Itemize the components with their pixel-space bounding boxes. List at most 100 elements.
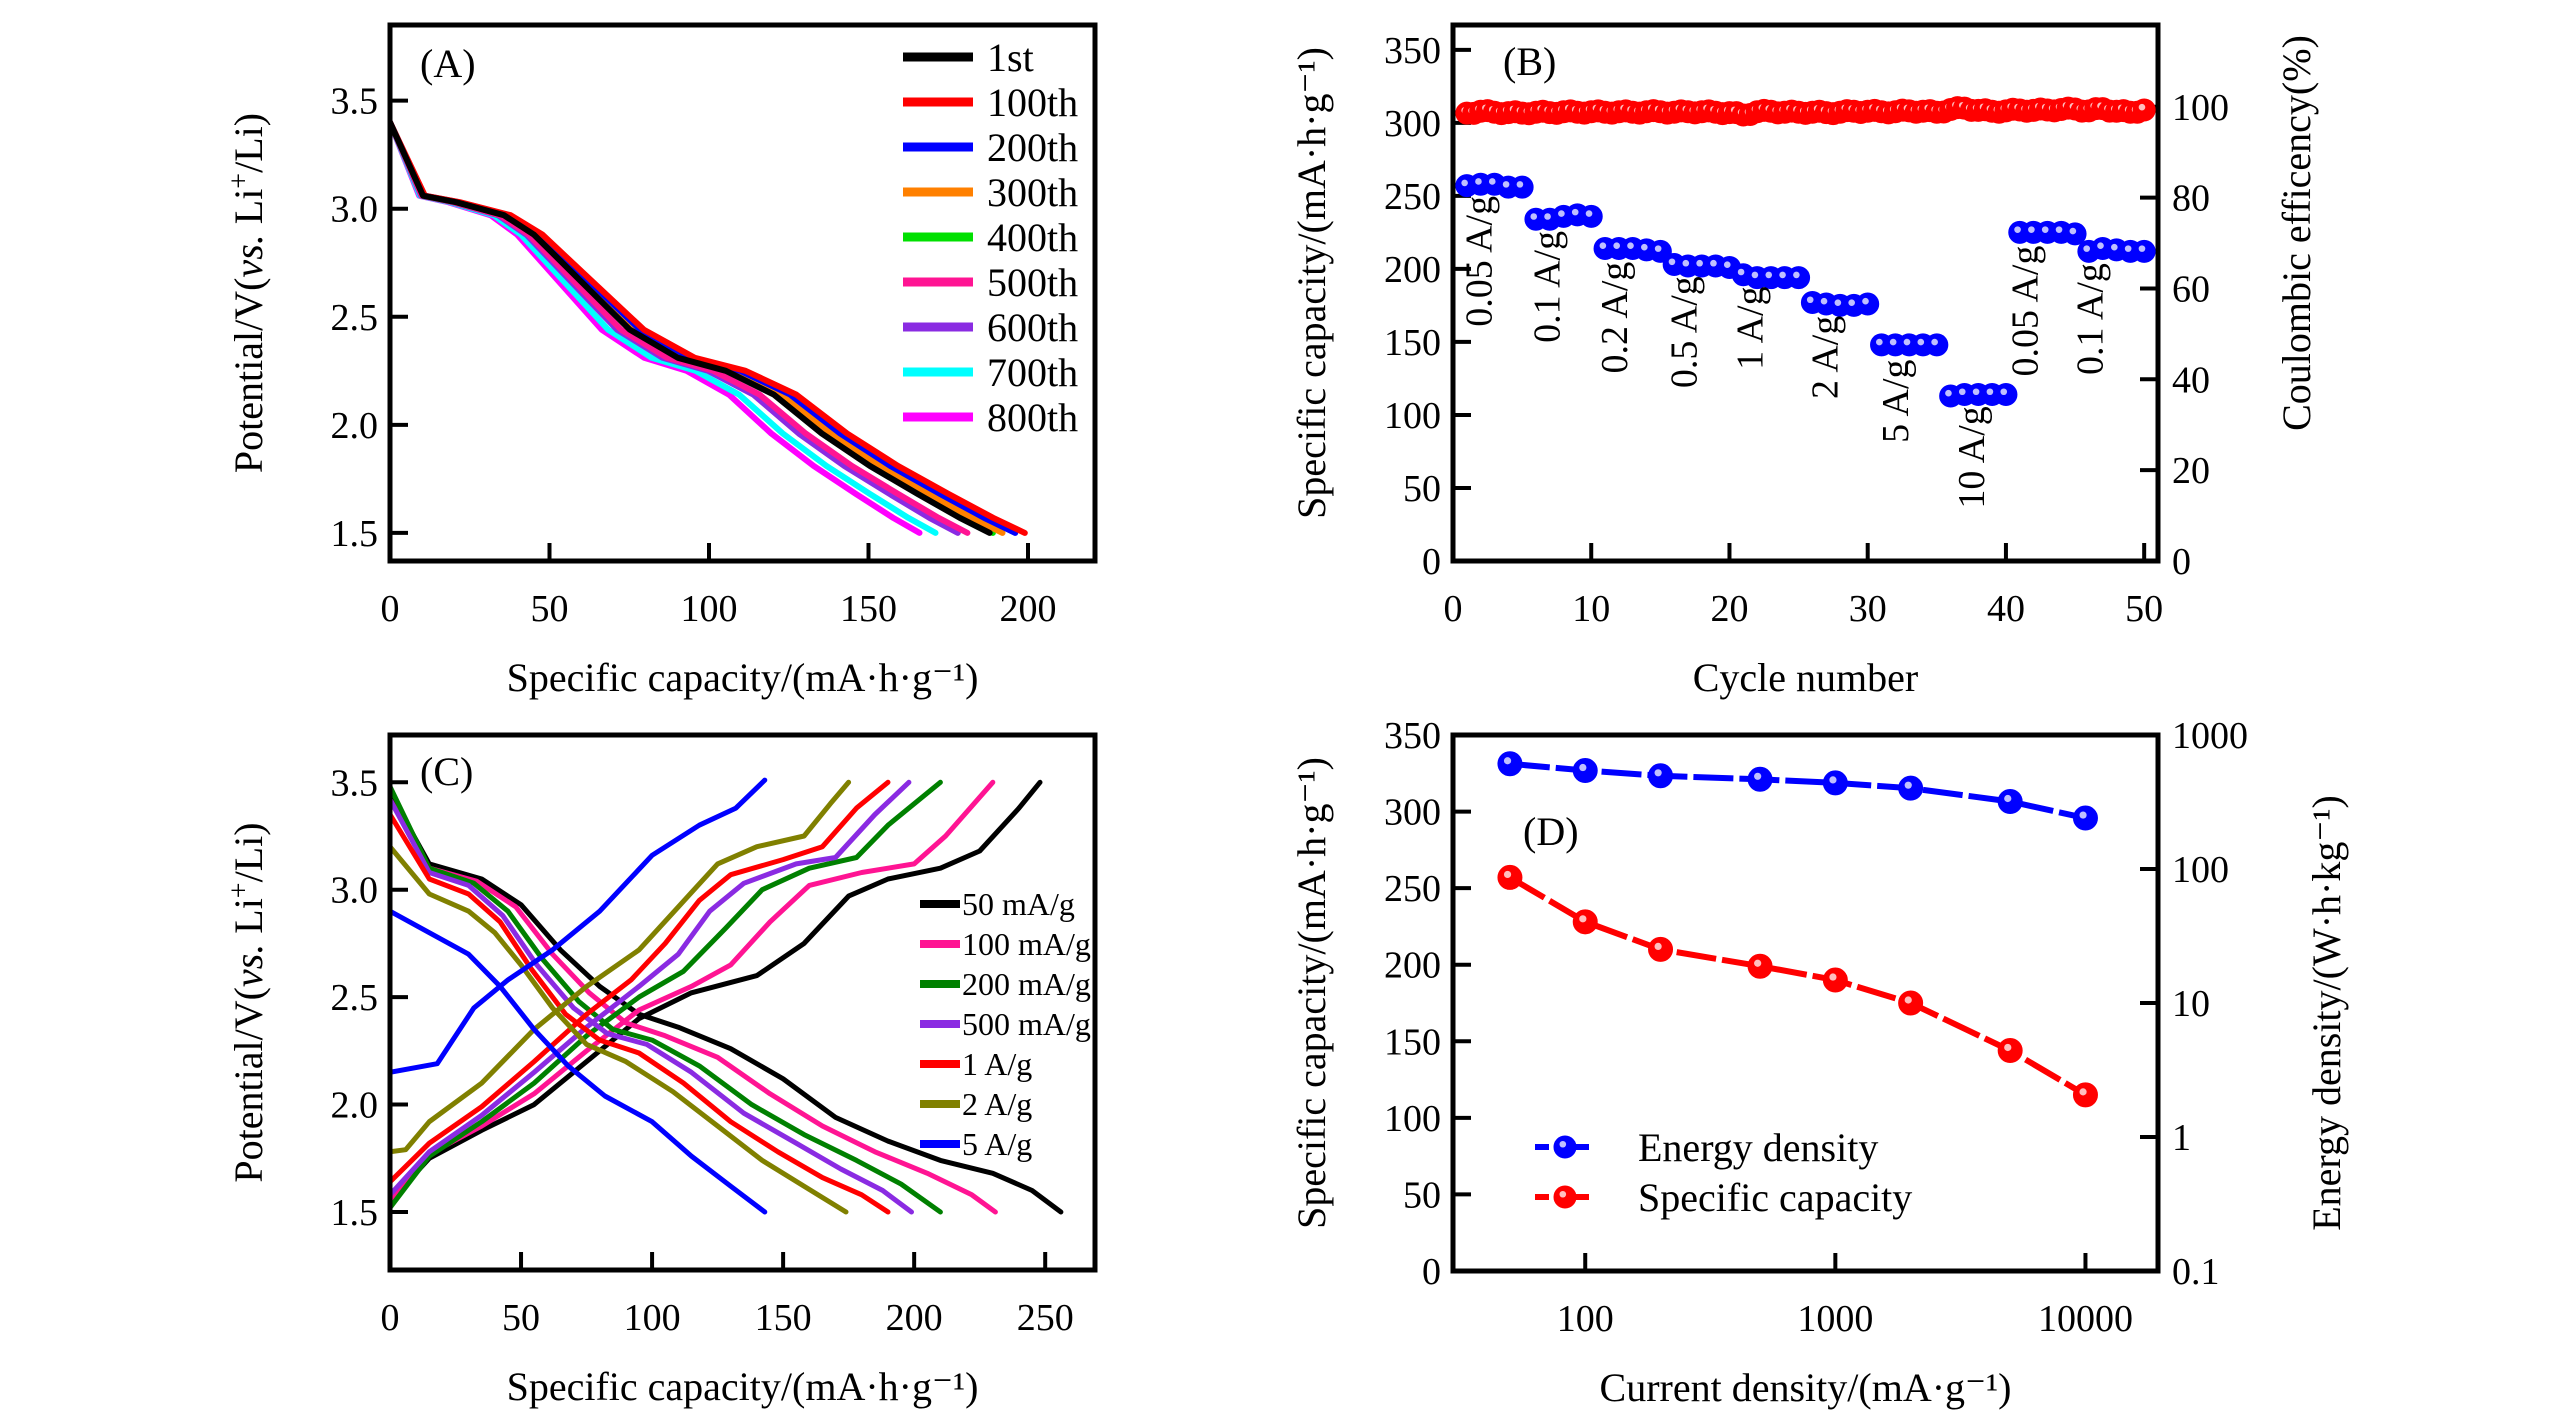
y-tick-label: 100 [1384, 395, 1441, 437]
data-point [1510, 175, 1534, 199]
data-point-highlight [1613, 242, 1620, 250]
data-point [1898, 775, 1924, 801]
data-point-highlight [1558, 210, 1565, 217]
data-point-highlight [1848, 299, 1855, 306]
data-point-highlight [1754, 772, 1762, 780]
x-tick-label: 150 [840, 588, 897, 630]
charge-curve-100 mA/g [390, 779, 996, 1204]
data-point-highlight [1931, 338, 1938, 346]
x-axis-title: Current density/(mA·g⁻¹) [1600, 1365, 2012, 1410]
rate-annotation: 0.1 A/g [1526, 231, 1568, 343]
y-axis-title-superscript: + [224, 882, 255, 898]
data-point-highlight [1972, 388, 1980, 396]
charge-curve-5 A/g [390, 777, 768, 1075]
rate-annotation: 0.1 A/g [2070, 263, 2112, 375]
x-tick-label: 10000 [2038, 1298, 2133, 1340]
legend-marker-highlight [1559, 1140, 1567, 1148]
series-line-600th [390, 119, 961, 536]
y-tick-label: 2.5 [331, 297, 379, 339]
data-point [1572, 909, 1598, 935]
legend-label: 500th [987, 260, 1078, 305]
data-point-highlight [1986, 388, 1994, 396]
legend-label: 800th [987, 395, 1078, 440]
series-line [1509, 760, 2087, 822]
y-axis-title-part: Potential/V( [226, 278, 271, 474]
y-tick-label: 3.0 [331, 870, 379, 912]
data-point-highlight [1754, 959, 1762, 967]
data-point-highlight [1516, 181, 1524, 188]
charge-curve-50 mA/g [390, 779, 1043, 1204]
data-point-highlight [1571, 208, 1579, 216]
y-tick-label: 3.5 [331, 81, 379, 123]
x-tick-label: 100 [681, 588, 738, 630]
data-point [2063, 222, 2087, 246]
y2-tick-label: 100 [2172, 87, 2229, 129]
rate-annotation: 0.5 A/g [1663, 276, 1705, 388]
data-point-highlight [1475, 178, 1482, 185]
y-tick-label: 2.0 [331, 1085, 379, 1127]
y-axis-title-part: /Li) [226, 113, 271, 173]
panel-c: 0 50 100 150 200 250 1.5 2.0 2.5 3.0 3.5 Specific c… [224, 732, 1098, 1409]
data-point-highlight [1834, 299, 1842, 306]
data-point [1787, 266, 1811, 290]
discharge-curve-100 mA/g [390, 797, 998, 1215]
legend-label: 700th [987, 350, 1078, 395]
data-point-highlight [1579, 763, 1587, 772]
y-tick-label: 150 [1384, 1021, 1441, 1063]
legend-label: 600th [987, 305, 1078, 350]
y-tick-label: 2.0 [331, 405, 379, 447]
legend-label: 50 mA/g [962, 886, 1075, 922]
plot-frame [1450, 22, 2161, 564]
data-point [1747, 953, 1773, 979]
x-tick-label: 150 [755, 1297, 812, 1339]
data-point-highlight [1503, 870, 1512, 879]
data-point [1747, 766, 1773, 792]
data-point [1856, 292, 1880, 316]
data-point-highlight [1917, 338, 1925, 346]
data-point-highlight [1737, 268, 1745, 276]
x-tick-label: 100 [624, 1297, 681, 1339]
data-point-highlight [1904, 781, 1912, 789]
data-point-highlight [1503, 757, 1512, 765]
data-point [1822, 770, 1848, 796]
y-tick-label: 150 [1384, 322, 1441, 364]
y-tick-label: 0 [1422, 541, 1441, 583]
data-point-highlight [1641, 243, 1648, 251]
x-tick-label: 30 [1849, 588, 1887, 630]
rate-annotation: 2 A/g [1804, 316, 1846, 399]
y-tick-label: 350 [1384, 715, 1441, 757]
y-axis-title-part: vs. [226, 234, 271, 277]
x-axis-title: Cycle number [1693, 655, 1919, 700]
data-point [1997, 788, 2023, 814]
x-tick-label: 200 [1000, 588, 1057, 630]
rate-annotation: 0.05 A/g [1459, 196, 1501, 327]
panel-d: 100 1000 10000 0 50 100 150 200 250 300 350 0.1 1 10 1… [1289, 715, 2349, 1410]
series-lines [390, 119, 1028, 536]
data-point-highlight [1530, 213, 1538, 220]
x-axis-title: Specific capacity/(mA·h·g⁻¹) [507, 1364, 979, 1409]
y-axis-title: Potential/V(vs. Li+/Li) [224, 113, 271, 473]
discharge-curve-5 A/g [390, 908, 768, 1215]
x-tick-label: 0 [1444, 588, 1463, 630]
charge-curve-200 mA/g [390, 779, 943, 1211]
data-point [1925, 333, 1949, 357]
y-tick-label: 3.5 [331, 762, 379, 804]
data-point-highlight [1627, 242, 1634, 250]
panel-label: (C) [420, 749, 473, 794]
y-tick-label: 100 [1384, 1098, 1441, 1140]
x-tick-label: 20 [1710, 588, 1748, 630]
data-point [2132, 239, 2156, 263]
y-axis-title: Potential/V(vs. Li+/Li) [224, 822, 271, 1182]
data-point [1997, 1037, 2023, 1063]
data-point-highlight [1793, 271, 1800, 279]
x-tick-label: 50 [2125, 588, 2163, 630]
y-tick-label: 50 [1403, 468, 1441, 510]
legend-label: 200th [987, 125, 1078, 170]
data-point-highlight [1654, 769, 1662, 777]
legend-label: 500 mA/g [962, 1006, 1091, 1042]
plot-frame [387, 22, 1098, 564]
data-point-highlight [2004, 1043, 2012, 1052]
discharge-curve-200 mA/g [390, 784, 943, 1215]
legend-label: 300th [987, 170, 1078, 215]
data-point-highlight [1958, 388, 1966, 396]
